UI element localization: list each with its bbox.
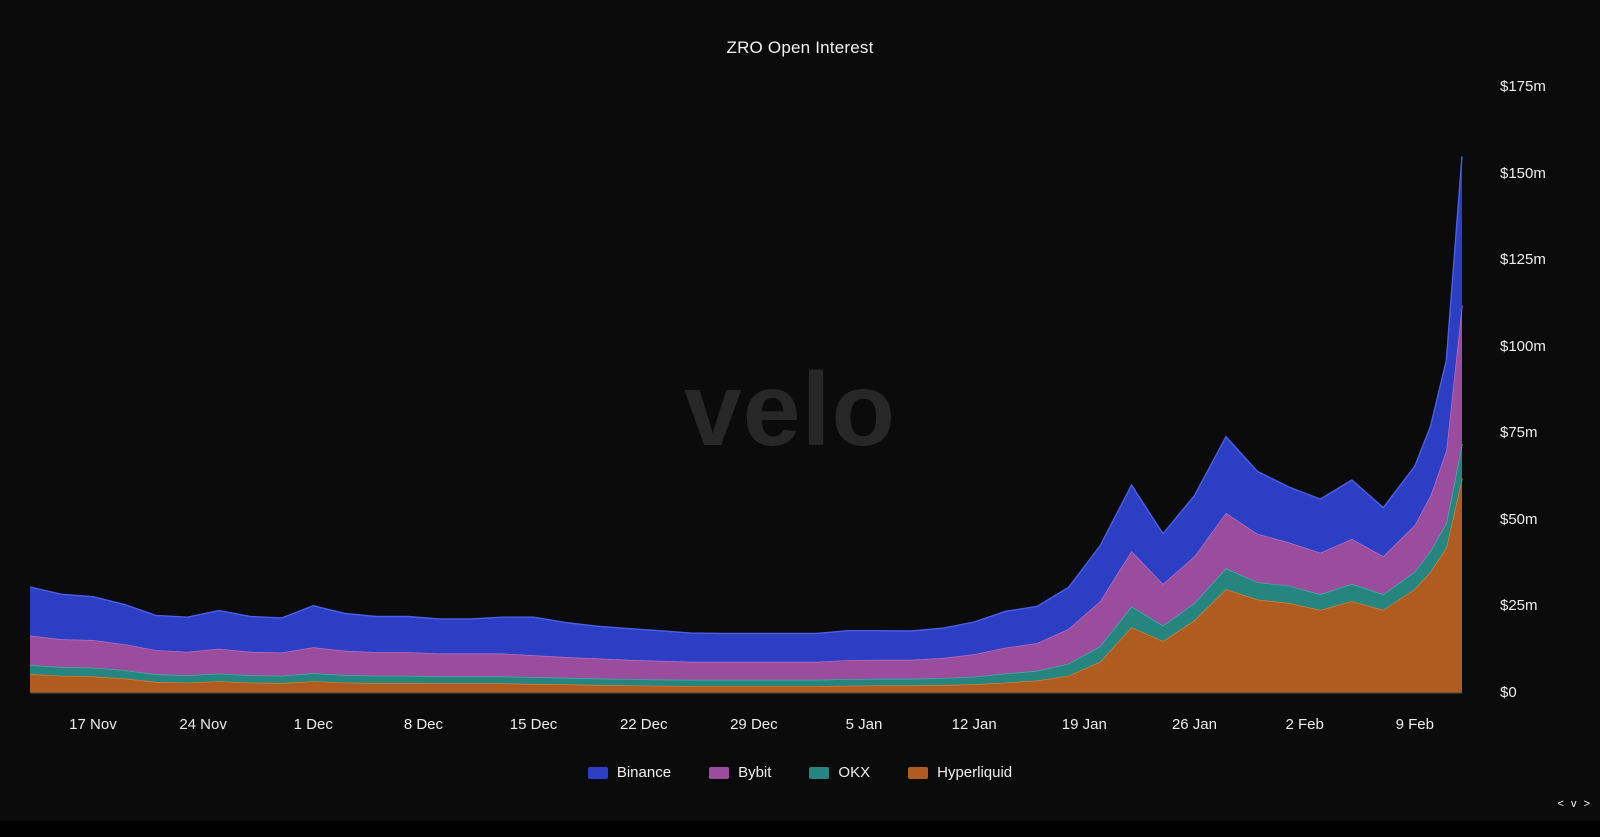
- x-axis-label: 19 Jan: [1061, 716, 1107, 733]
- x-axis-label: 22 Dec: [619, 716, 668, 733]
- x-axis-label: 12 Jan: [951, 716, 997, 733]
- chart-legend: Binance Bybit OKX Hyperliquid: [0, 764, 1600, 781]
- legend-swatch-binance: [587, 766, 608, 779]
- legend-item-hyperliquid[interactable]: Hyperliquid: [908, 764, 1012, 781]
- y-axis-label: $75m: [1500, 424, 1538, 442]
- legend-label: OKX: [838, 764, 871, 781]
- x-axis-label: 1 Dec: [293, 716, 333, 733]
- y-axis-label: $175m: [1500, 78, 1546, 95]
- x-axis-label: 9 Feb: [1395, 716, 1434, 733]
- y-axis-label: $100m: [1500, 337, 1546, 355]
- x-axis-label: 26 Jan: [1171, 716, 1217, 733]
- x-axis-label: 29 Dec: [730, 716, 778, 733]
- y-axis-label: $150m: [1500, 164, 1546, 182]
- legend-label: Binance: [616, 764, 672, 781]
- y-axis-label: $50m: [1500, 510, 1538, 528]
- legend-label: Bybit: [738, 764, 772, 781]
- legend-swatch-bybit: [709, 766, 730, 779]
- x-axis-label: 15 Dec: [509, 716, 558, 733]
- y-axis-label: $125m: [1500, 251, 1546, 269]
- legend-swatch-hyperliquid: [908, 766, 929, 779]
- legend-item-binance[interactable]: Binance: [587, 764, 672, 781]
- chart-title: ZRO Open Interest: [726, 38, 874, 57]
- legend-label: Hyperliquid: [937, 764, 1013, 781]
- y-axis-label: $0: [1500, 684, 1517, 701]
- y-axis-label: $25m: [1500, 597, 1538, 615]
- chart-nav-controls[interactable]: < v >: [1557, 798, 1592, 810]
- area-series-hyperliquid[interactable]: [30, 478, 1462, 693]
- x-axis-label: 2 Feb: [1285, 716, 1324, 733]
- x-axis-label: 17 Nov: [69, 716, 117, 733]
- bottom-bar: [0, 821, 1600, 837]
- legend-item-bybit[interactable]: Bybit: [709, 764, 771, 781]
- x-axis-label: 8 Dec: [403, 716, 443, 733]
- legend-item-okx[interactable]: OKX: [809, 764, 870, 781]
- x-axis-label: 5 Jan: [845, 716, 883, 733]
- x-axis-label: 24 Nov: [179, 716, 227, 733]
- legend-swatch-okx: [809, 766, 830, 779]
- edge-line-binance: [29, 156, 1463, 635]
